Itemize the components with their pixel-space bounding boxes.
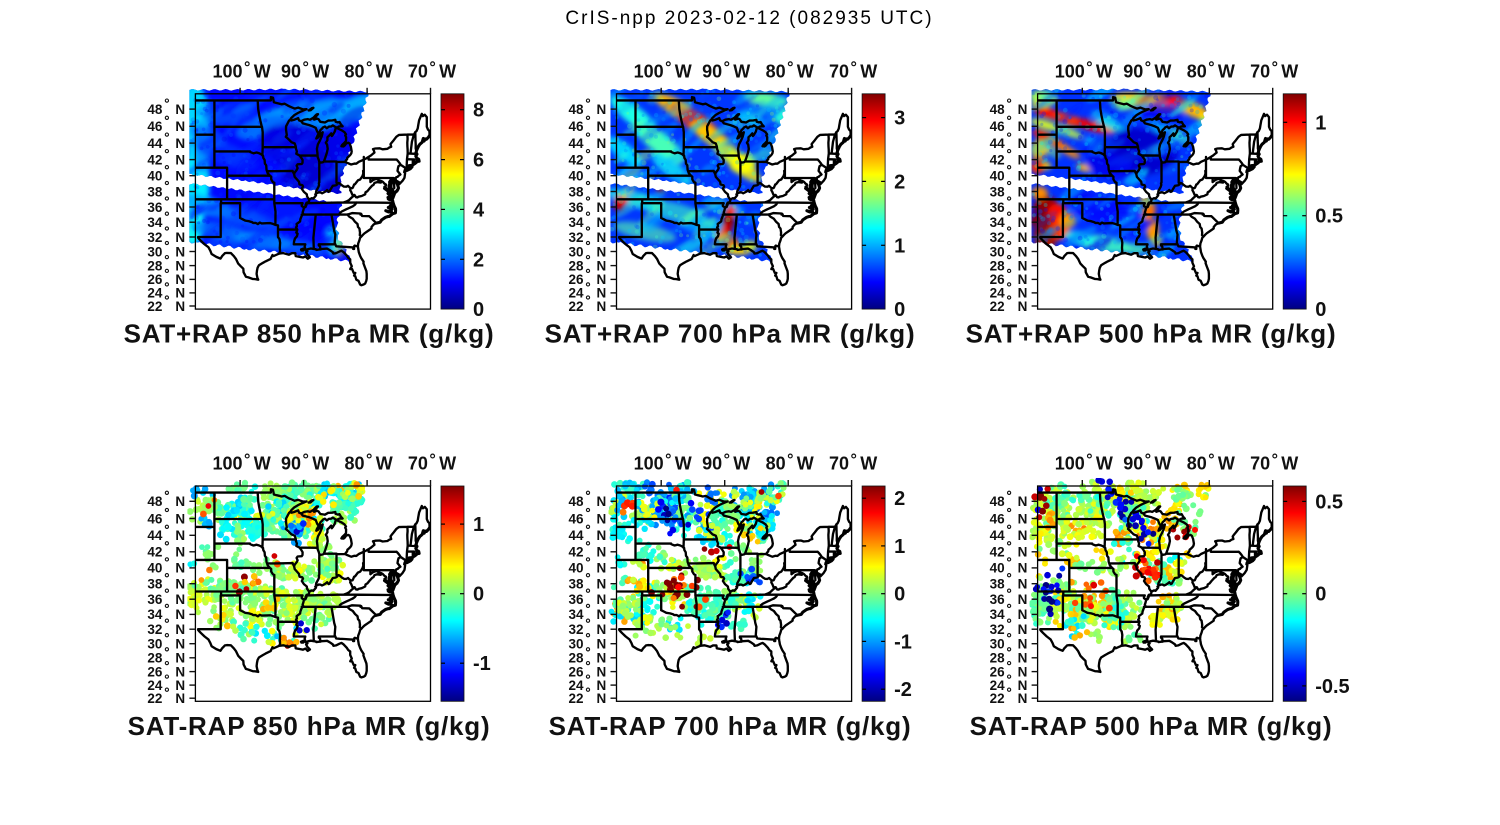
- svg-text:SAT+RAP 700 hPa MR (g/kg): SAT+RAP 700 hPa MR (g/kg): [545, 319, 916, 349]
- svg-text:-1: -1: [894, 631, 912, 653]
- svg-text:0: 0: [1315, 299, 1326, 321]
- svg-text:2: 2: [894, 488, 905, 510]
- svg-text:2: 2: [894, 171, 905, 193]
- svg-text:SAT-RAP 700 hPa MR (g/kg): SAT-RAP 700 hPa MR (g/kg): [549, 711, 912, 741]
- svg-text:-2: -2: [894, 679, 912, 701]
- svg-text:0: 0: [473, 299, 484, 321]
- svg-text:1: 1: [473, 514, 484, 536]
- svg-text:1: 1: [894, 235, 905, 257]
- svg-text:0: 0: [894, 584, 905, 606]
- svg-text:1: 1: [894, 536, 905, 558]
- svg-text:0: 0: [894, 299, 905, 321]
- svg-text:3: 3: [894, 108, 905, 130]
- svg-text:4: 4: [473, 199, 485, 221]
- svg-text:0.5: 0.5: [1315, 206, 1343, 228]
- svg-text:0: 0: [473, 584, 484, 606]
- svg-text:-1: -1: [473, 653, 491, 675]
- svg-text:SAT+RAP 500 hPa MR (g/kg): SAT+RAP 500 hPa MR (g/kg): [966, 319, 1337, 349]
- svg-text:CrIS-npp 2023-02-12 (082935 UT: CrIS-npp 2023-02-12 (082935 UTC): [565, 8, 933, 29]
- svg-text:SAT-RAP 850 hPa MR (g/kg): SAT-RAP 850 hPa MR (g/kg): [128, 711, 491, 741]
- svg-text:2: 2: [473, 249, 484, 271]
- svg-text:1: 1: [1315, 112, 1326, 134]
- svg-text:6: 6: [473, 150, 484, 172]
- svg-text:SAT+RAP 850 hPa MR (g/kg): SAT+RAP 850 hPa MR (g/kg): [124, 319, 495, 349]
- svg-text:8: 8: [473, 100, 484, 122]
